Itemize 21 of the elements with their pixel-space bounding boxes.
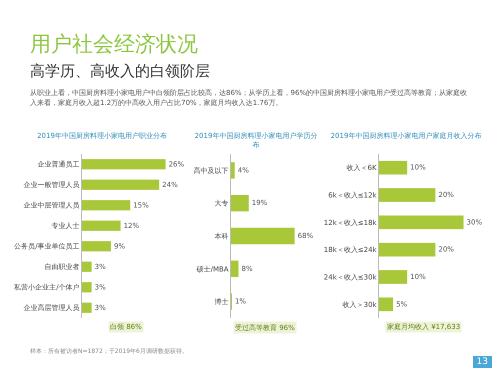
bar bbox=[82, 220, 121, 231]
text: 13 bbox=[472, 356, 492, 368]
bar bbox=[379, 188, 436, 202]
bar bbox=[82, 200, 130, 210]
bar bbox=[231, 162, 235, 179]
bar bbox=[379, 298, 394, 312]
bar bbox=[231, 228, 295, 244]
bar bbox=[82, 241, 111, 252]
bar bbox=[82, 302, 92, 313]
bar bbox=[379, 242, 436, 256]
text: 高学历、高收入的白领阶层 bbox=[30, 62, 210, 81]
bar bbox=[82, 262, 92, 272]
bar bbox=[379, 160, 408, 174]
bar bbox=[82, 180, 160, 190]
bar bbox=[231, 195, 249, 212]
text: 用户社会经济状况 bbox=[30, 31, 198, 58]
bar bbox=[379, 270, 408, 284]
bar bbox=[231, 260, 238, 277]
bar bbox=[82, 282, 92, 292]
bar bbox=[379, 216, 464, 230]
bar bbox=[82, 159, 166, 170]
